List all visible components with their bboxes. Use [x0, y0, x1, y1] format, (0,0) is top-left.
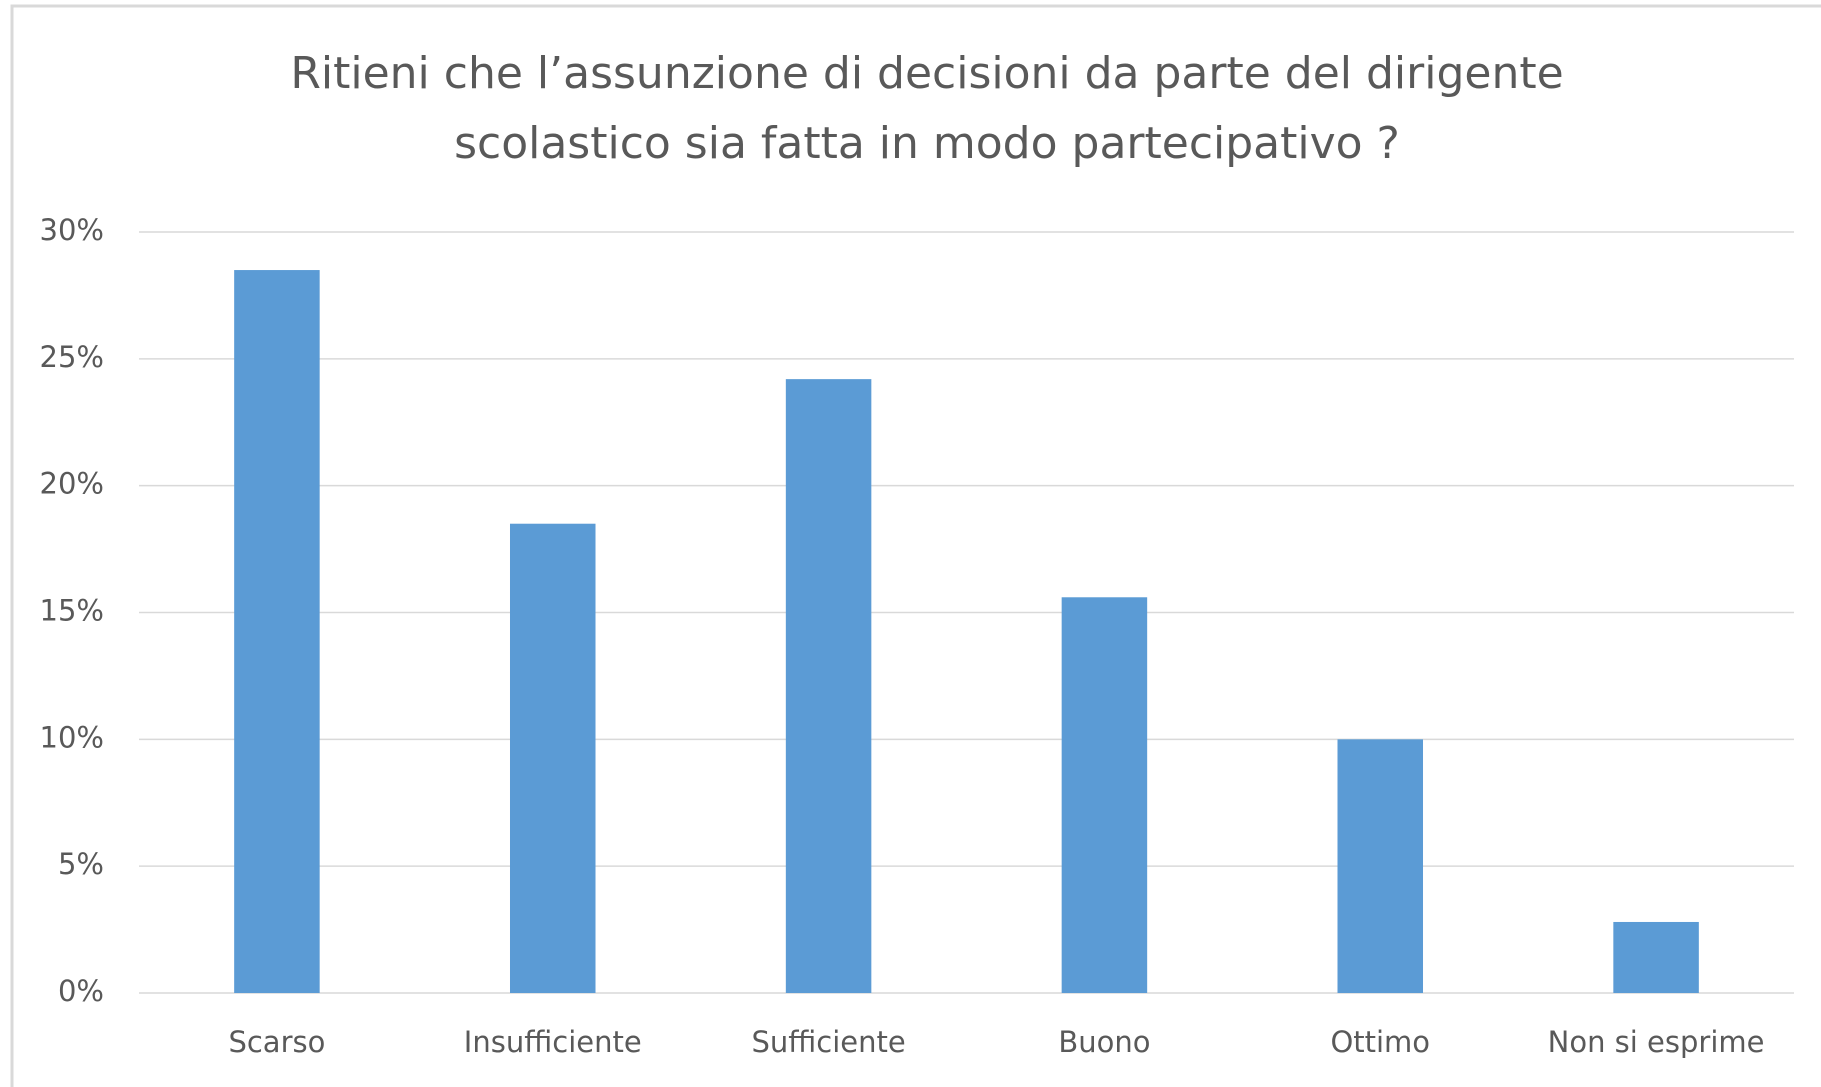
x-tick-label: Scarso — [228, 1025, 325, 1059]
y-tick-label: 15% — [40, 594, 104, 628]
y-tick-label: 20% — [40, 467, 104, 501]
x-tick-label: Buono — [1058, 1025, 1150, 1059]
bar — [785, 379, 872, 993]
x-tick-label: Non si esprime — [1548, 1025, 1765, 1059]
x-tick-label: Sufficiente — [751, 1025, 905, 1059]
x-tick-label: Insufficiente — [464, 1025, 642, 1059]
chart-title: Ritieni che l’assunzione di decisioni da… — [290, 48, 1563, 99]
x-tick-label: Ottimo — [1330, 1025, 1430, 1059]
bar — [1337, 739, 1424, 993]
y-tick-label: 30% — [40, 213, 104, 247]
y-tick-label: 0% — [58, 974, 104, 1008]
chart-title: scolastico sia fatta in modo partecipati… — [454, 118, 1400, 169]
bar — [1061, 597, 1148, 993]
bar — [1613, 921, 1699, 993]
bar — [234, 270, 320, 993]
y-tick-label: 5% — [58, 847, 104, 881]
y-tick-label: 10% — [40, 720, 104, 754]
bar — [509, 523, 596, 993]
y-tick-label: 25% — [40, 340, 104, 374]
